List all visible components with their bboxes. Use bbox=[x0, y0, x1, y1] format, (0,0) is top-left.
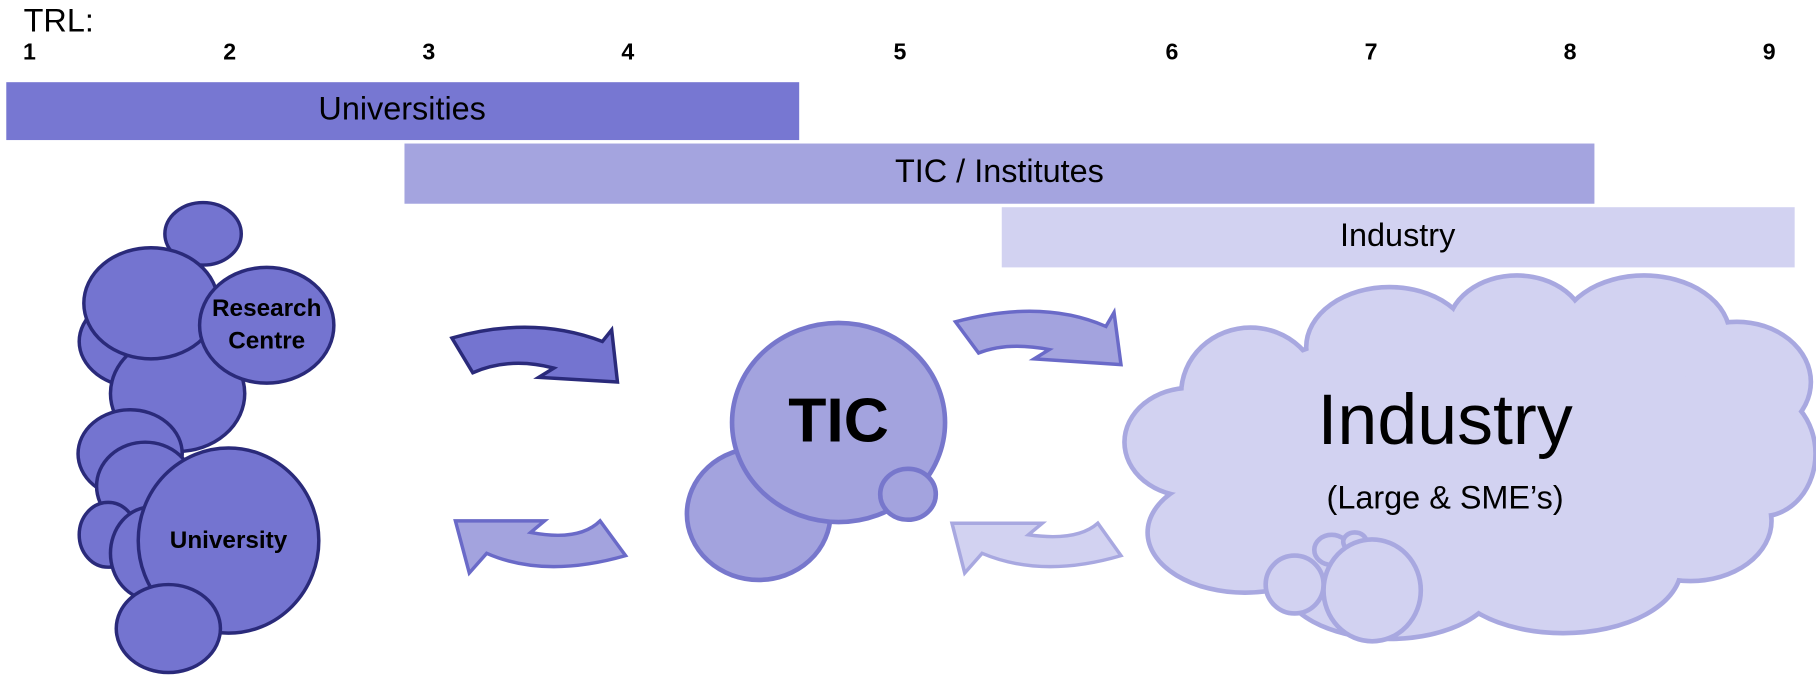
trl-level: 4 bbox=[621, 38, 634, 64]
node-label: TIC bbox=[788, 385, 889, 455]
university-cluster bbox=[78, 203, 334, 673]
trl-level: 5 bbox=[893, 38, 906, 64]
trl-label: TRL: bbox=[24, 3, 94, 39]
arrow bbox=[452, 327, 618, 382]
trl-level: 6 bbox=[1165, 38, 1178, 64]
trl-level: 8 bbox=[1564, 38, 1577, 64]
page: {"trl_label": "TRL:", "trl_levels": ["1"… bbox=[0, 0, 1816, 676]
arrow bbox=[955, 311, 1121, 364]
arrow bbox=[952, 523, 1121, 573]
trl-diagram: TRL: 1 2 3 4 5 6 7 8 9 Universities TIC / Instit… bbox=[0, 0, 1816, 676]
trl-level: 7 bbox=[1365, 38, 1378, 64]
node-sublabel: (Large & SME’s) bbox=[1327, 480, 1564, 516]
node-label: University bbox=[170, 527, 288, 554]
bar-label: TIC / Institutes bbox=[895, 153, 1104, 189]
trl-level: 1 bbox=[23, 38, 36, 64]
trl-level: 2 bbox=[223, 38, 236, 64]
bar-label: Universities bbox=[318, 91, 485, 127]
arrow bbox=[455, 521, 625, 573]
trl-levels: 1 2 3 4 5 6 7 8 9 bbox=[23, 38, 1776, 64]
trl-level: 9 bbox=[1763, 38, 1776, 64]
node-label: Industry bbox=[1317, 380, 1572, 460]
trl-level: 3 bbox=[422, 38, 435, 64]
bar-label: Industry bbox=[1340, 217, 1456, 253]
